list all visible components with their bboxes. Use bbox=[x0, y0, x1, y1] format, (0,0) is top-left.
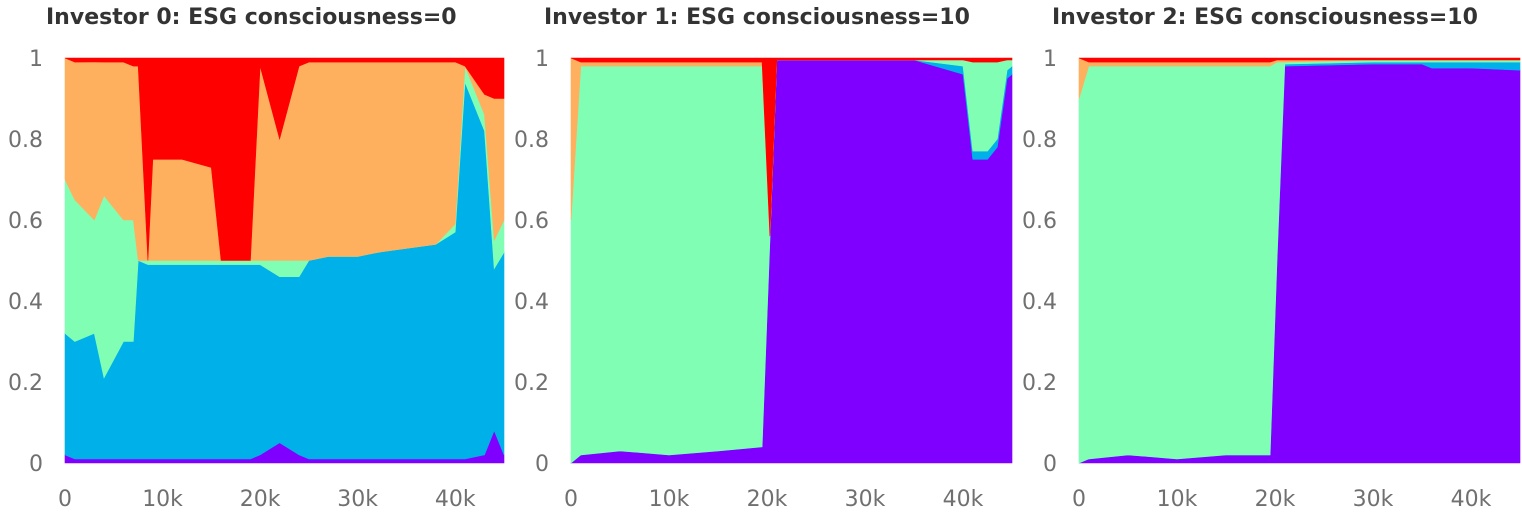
x-tick-label: 30k bbox=[845, 487, 886, 512]
y-tick-label: 1 bbox=[1043, 47, 1057, 72]
x-tick-label: 30k bbox=[1353, 487, 1394, 512]
y-tick-label: 0.2 bbox=[1022, 371, 1057, 396]
x-tick-label: 40k bbox=[435, 487, 476, 512]
panel-title: Investor 1: ESG consciousness=10 bbox=[544, 5, 970, 30]
x-tick-label: 0 bbox=[564, 487, 578, 512]
x-tick-label: 20k bbox=[1255, 487, 1296, 512]
y-tick-label: 0 bbox=[29, 452, 43, 477]
panel-title: Investor 0: ESG consciousness=0 bbox=[46, 5, 457, 30]
x-tick-label: 30k bbox=[337, 487, 378, 512]
y-tick-label: 0.6 bbox=[8, 209, 43, 234]
y-tick-label: 0.2 bbox=[8, 371, 43, 396]
chart-panel-2: Investor 2: ESG consciousness=10 0 0.2 0.4 0… bbox=[1022, 5, 1521, 512]
y-tick-label: 0.2 bbox=[514, 371, 549, 396]
x-tick-label: 40k bbox=[943, 487, 984, 512]
area-series-4 bbox=[64, 57, 505, 261]
y-tick-label: 1 bbox=[29, 47, 43, 72]
y-tick-label: 0.8 bbox=[514, 128, 549, 153]
y-tick-label: 0.8 bbox=[8, 128, 43, 153]
y-tick-label: 0 bbox=[535, 452, 549, 477]
y-tick-label: 1 bbox=[535, 47, 549, 72]
y-tick-label: 0.4 bbox=[1022, 290, 1057, 315]
chart-panel-1: Investor 1: ESG consciousness=10 0 0.2 0.4 0… bbox=[514, 5, 1013, 512]
y-tick-label: 0 bbox=[1043, 452, 1057, 477]
chart-panel-0: Investor 0: ESG consciousness=0 0 0.2 0.4 0.… bbox=[8, 5, 505, 512]
area-series-4 bbox=[1078, 57, 1521, 63]
y-tick-label: 0.8 bbox=[1022, 128, 1057, 153]
x-tick-label: 40k bbox=[1451, 487, 1492, 512]
x-tick-label: 10k bbox=[649, 487, 690, 512]
x-tick-label: 10k bbox=[1157, 487, 1198, 512]
x-tick-label: 0 bbox=[1072, 487, 1086, 512]
y-tick-label: 0.4 bbox=[514, 290, 549, 315]
x-tick-label: 0 bbox=[58, 487, 72, 512]
x-tick-label: 20k bbox=[240, 487, 281, 512]
x-tick-label: 20k bbox=[747, 487, 788, 512]
area-series-4 bbox=[570, 57, 1013, 237]
x-tick-label: 10k bbox=[142, 487, 183, 512]
y-tick-label: 0.6 bbox=[1022, 209, 1057, 234]
y-tick-label: 0.4 bbox=[8, 290, 43, 315]
y-tick-label: 0.6 bbox=[514, 209, 549, 234]
panel-title: Investor 2: ESG consciousness=10 bbox=[1052, 5, 1478, 30]
